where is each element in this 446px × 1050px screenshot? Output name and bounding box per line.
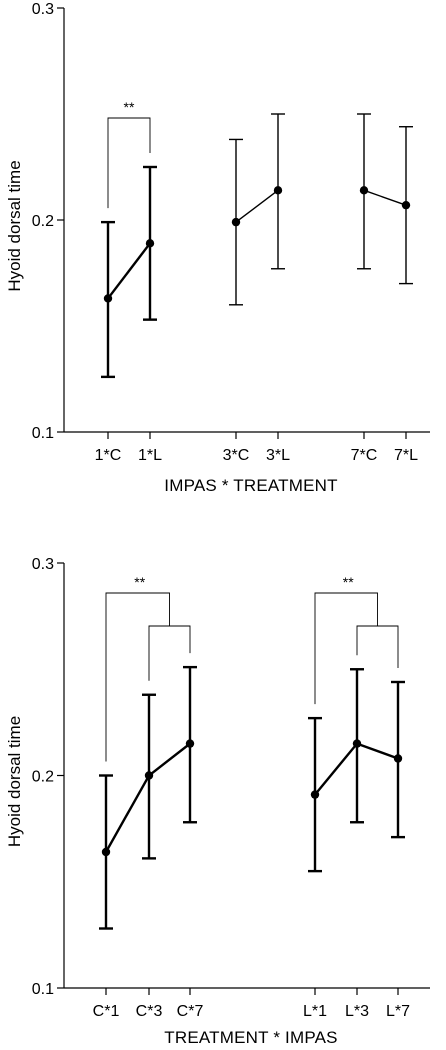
mean-point — [231, 217, 241, 227]
mean-point — [101, 847, 111, 857]
bracket-inner-line — [148, 625, 191, 681]
mean-point — [352, 739, 362, 748]
x-tick-label: 1*L — [138, 447, 162, 464]
mean-point — [144, 771, 154, 780]
bracket-outer-line — [105, 592, 170, 762]
series-line — [107, 242, 151, 300]
series-group-1 — [101, 165, 157, 379]
significance-bracket: ** — [107, 99, 151, 209]
significance-label: ** — [124, 99, 135, 115]
y-tick-label: 0.3 — [32, 556, 54, 573]
y-axis-label: Hyoid dorsal time — [5, 160, 24, 291]
series-group-7 — [357, 113, 413, 285]
y-tick-label: 0.1 — [32, 425, 54, 442]
x-tick-label: 3*L — [266, 447, 290, 464]
mean-point — [273, 186, 283, 195]
chart-panel-1: 0.1 0.2 0.3 1*C 1*L 3*C 3*L 7*C 7*L IMPAS * TREAT… — [5, 1, 430, 495]
series-line — [363, 189, 407, 206]
significance-label: ** — [134, 574, 145, 590]
mean-point — [359, 186, 369, 195]
series-group-3 — [229, 113, 285, 306]
x-tick-label: 1*C — [95, 447, 122, 464]
mean-point — [310, 790, 320, 799]
mean-point — [401, 200, 411, 210]
mean-point — [185, 739, 195, 748]
series-line — [235, 189, 279, 223]
y-tick-label: 0.1 — [32, 981, 54, 998]
bracket-inner-line — [356, 625, 399, 668]
x-tick-label: C*7 — [177, 1003, 204, 1020]
chart-panel-2: 0.1 0.2 0.3 C*1 C*3 C*7 L*1 L*3 L*7 TREATMENT * I… — [5, 556, 430, 1047]
series-group-C — [99, 665, 197, 930]
significance-bracket: ** — [105, 574, 191, 762]
y-tick-label: 0.2 — [32, 213, 54, 230]
x-tick-label: L*3 — [345, 1003, 369, 1020]
y-tick-label: 0.2 — [32, 769, 54, 786]
bracket-outer-line — [314, 592, 378, 705]
bracket-line — [107, 117, 151, 209]
y-tick-label: 0.3 — [32, 1, 54, 18]
x-tick-label: 7*L — [394, 447, 418, 464]
x-tick-label: L*7 — [386, 1003, 410, 1020]
x-axis-label: IMPAS * TREATMENT — [164, 476, 337, 495]
mean-point — [145, 239, 155, 248]
significance-label: ** — [343, 574, 354, 590]
x-axis-label: TREATMENT * IMPAS — [164, 1028, 337, 1047]
mean-point — [103, 294, 113, 303]
x-tick-label: 7*C — [351, 447, 378, 464]
series-group-L — [308, 668, 405, 873]
x-tick-label: C*3 — [136, 1003, 163, 1020]
x-tick-label: L*1 — [303, 1003, 327, 1020]
mean-point — [393, 754, 403, 763]
x-tick-label: C*1 — [93, 1003, 120, 1020]
y-axis-label: Hyoid dorsal time — [5, 716, 24, 847]
x-tick-label: 3*C — [223, 447, 250, 464]
significance-bracket: ** — [314, 574, 399, 705]
